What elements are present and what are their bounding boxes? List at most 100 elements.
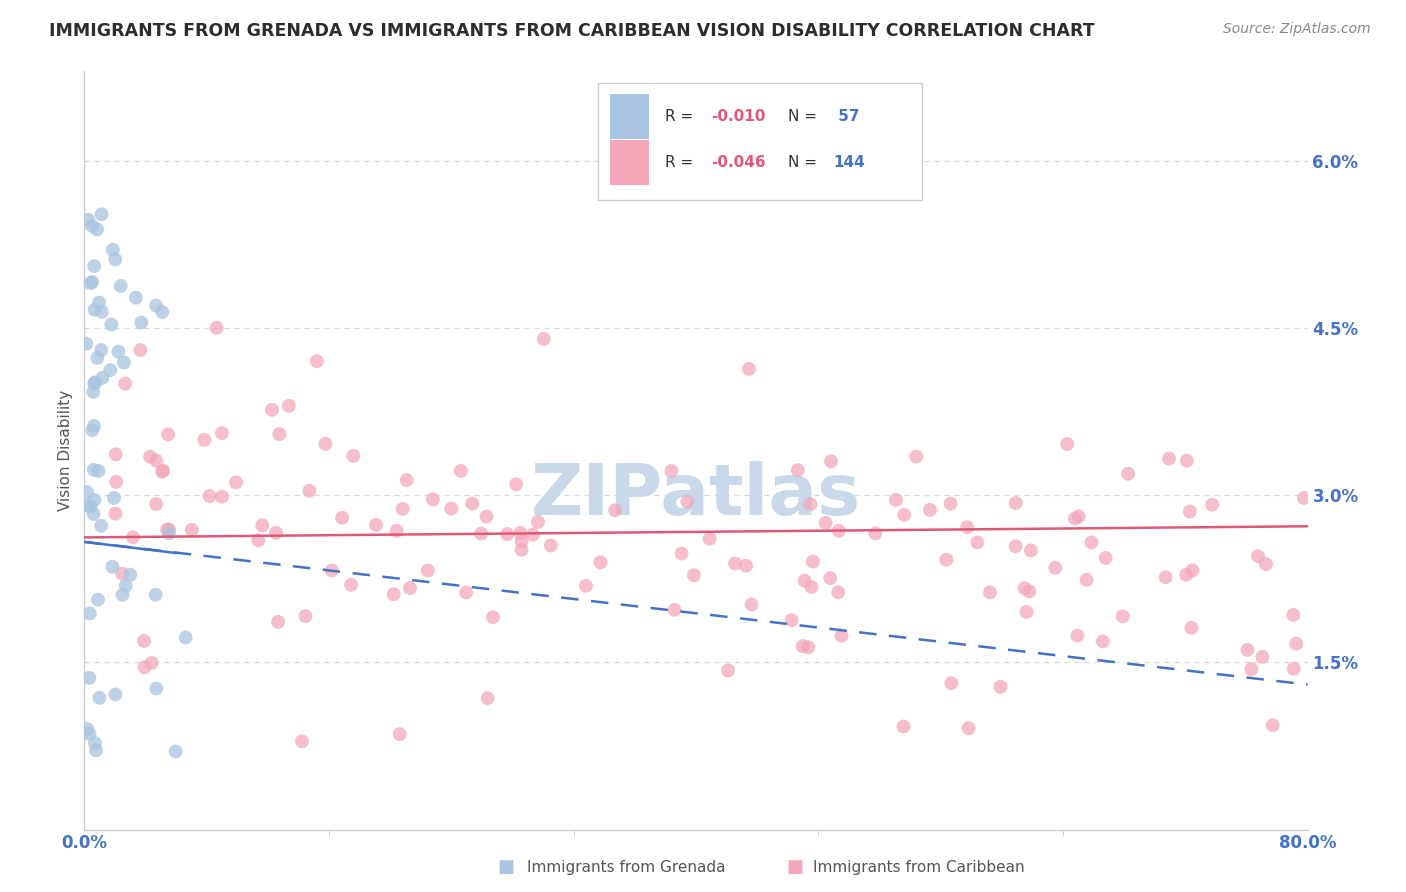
Point xyxy=(145,453,167,467)
Point xyxy=(1094,550,1116,565)
Point xyxy=(1080,535,1102,549)
Point xyxy=(83,302,105,317)
Text: Immigrants from Caribbean: Immigrants from Caribbean xyxy=(813,860,1025,874)
Text: R =: R = xyxy=(665,110,699,124)
Point xyxy=(83,259,105,273)
Point xyxy=(267,615,290,629)
Point xyxy=(134,660,156,674)
Point xyxy=(831,629,853,643)
Point xyxy=(157,427,180,442)
Point xyxy=(605,503,627,517)
Point xyxy=(496,527,519,541)
Point xyxy=(1157,451,1180,466)
Point xyxy=(129,316,152,330)
Text: ■: ■ xyxy=(786,858,803,876)
Point xyxy=(1240,662,1263,676)
Point xyxy=(957,721,980,735)
Point xyxy=(388,727,411,741)
Point xyxy=(157,526,180,541)
Point xyxy=(527,515,550,529)
Point xyxy=(87,464,110,478)
Point xyxy=(114,376,136,391)
Point xyxy=(1116,467,1139,481)
Point xyxy=(305,354,328,368)
Point xyxy=(477,691,499,706)
Point xyxy=(193,433,215,447)
Point xyxy=(1247,549,1270,564)
Point xyxy=(80,500,103,514)
Point xyxy=(156,523,179,537)
Point xyxy=(801,555,824,569)
Point xyxy=(735,558,758,573)
Text: ZIPatlas: ZIPatlas xyxy=(531,461,860,531)
Text: ■: ■ xyxy=(498,858,515,876)
Point xyxy=(122,530,145,544)
Point xyxy=(330,510,353,524)
Point xyxy=(80,219,103,233)
Point xyxy=(79,607,101,621)
Point xyxy=(814,516,837,530)
Point xyxy=(505,477,527,491)
Point xyxy=(671,547,693,561)
Point xyxy=(382,587,405,601)
Text: 144: 144 xyxy=(832,155,865,169)
Point xyxy=(1282,607,1305,622)
Point xyxy=(145,497,167,511)
FancyBboxPatch shape xyxy=(598,83,922,201)
Point xyxy=(828,524,851,538)
Text: 57: 57 xyxy=(832,110,859,124)
Point xyxy=(450,464,472,478)
Point xyxy=(180,523,202,537)
Point xyxy=(786,463,808,477)
Point xyxy=(107,344,129,359)
Point xyxy=(83,492,105,507)
Point xyxy=(793,574,815,588)
Point xyxy=(89,690,111,705)
Point xyxy=(294,609,316,624)
Point xyxy=(205,321,228,335)
Point xyxy=(741,598,763,612)
Point xyxy=(340,578,363,592)
Point xyxy=(797,640,820,654)
Point xyxy=(893,508,915,522)
Point xyxy=(101,559,124,574)
Point xyxy=(699,532,721,546)
Point xyxy=(780,613,803,627)
Point xyxy=(1254,557,1277,571)
Point xyxy=(139,450,162,464)
Point xyxy=(1175,567,1198,582)
FancyBboxPatch shape xyxy=(610,95,650,139)
Point xyxy=(90,207,112,221)
FancyBboxPatch shape xyxy=(610,140,650,185)
Point xyxy=(1154,570,1177,584)
Point xyxy=(395,473,418,487)
Point xyxy=(264,525,287,540)
Point xyxy=(291,734,314,748)
Point xyxy=(1181,563,1204,577)
Point xyxy=(83,463,105,477)
Y-axis label: Vision Disability: Vision Disability xyxy=(58,390,73,511)
Point xyxy=(676,494,699,508)
Point xyxy=(1175,453,1198,467)
Point xyxy=(941,676,963,690)
Point xyxy=(364,517,387,532)
Point xyxy=(104,688,127,702)
Point xyxy=(1282,662,1305,676)
Point xyxy=(470,526,492,541)
Point xyxy=(174,631,197,645)
Point xyxy=(540,539,562,553)
Point xyxy=(98,363,121,377)
Text: N =: N = xyxy=(787,110,821,124)
Text: R =: R = xyxy=(665,155,699,169)
Text: -0.010: -0.010 xyxy=(710,110,765,124)
Point xyxy=(1063,511,1085,525)
Point xyxy=(79,671,101,685)
Point xyxy=(990,680,1012,694)
Point xyxy=(103,491,125,505)
Point xyxy=(157,523,180,537)
Point xyxy=(1201,498,1223,512)
Point xyxy=(82,507,104,521)
Point xyxy=(738,362,761,376)
Point xyxy=(956,520,979,534)
Text: -0.046: -0.046 xyxy=(710,155,765,169)
